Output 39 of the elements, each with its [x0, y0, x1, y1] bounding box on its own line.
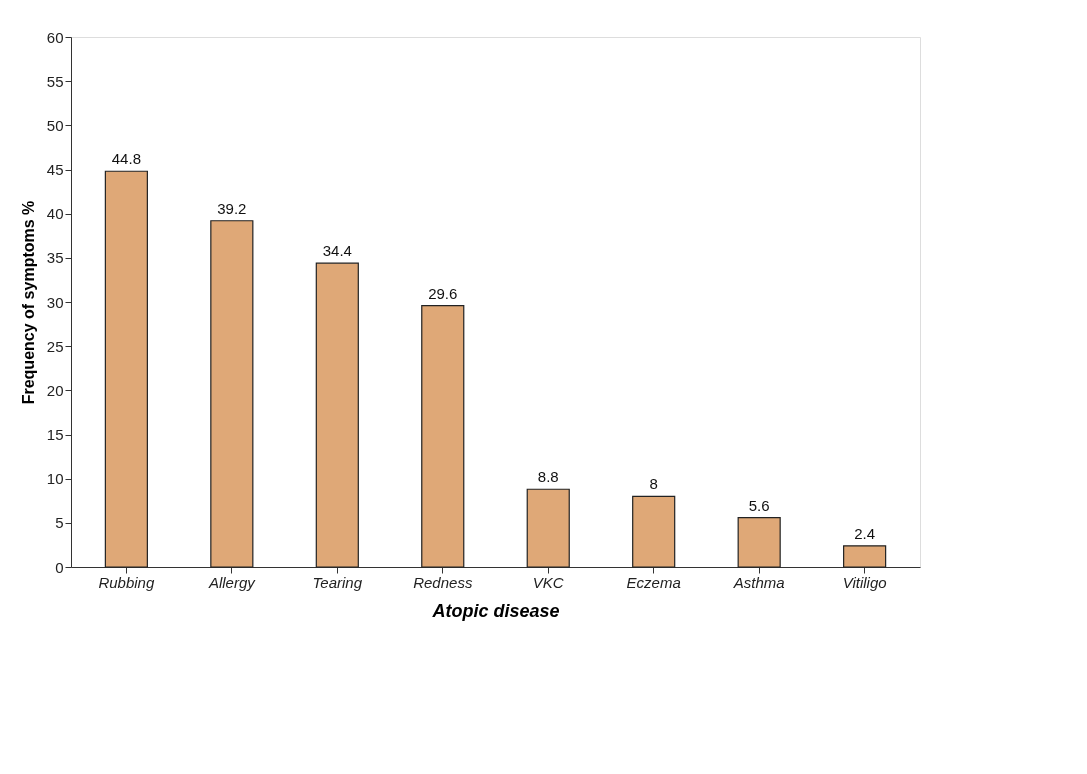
y-tick-label: 25 [46, 337, 64, 355]
y-tick-label: 10 [46, 470, 64, 488]
data-label: 39.2 [217, 199, 247, 217]
x-tick-label: Rubbing [98, 573, 155, 591]
data-label: 34.4 [322, 242, 352, 260]
x-tick-label: Eczema [626, 573, 681, 591]
bar [632, 495, 676, 568]
x-tick-label: Asthma [732, 573, 785, 591]
y-tick-label: 35 [46, 249, 64, 267]
data-label: 8 [649, 475, 658, 493]
y-axis-title: Frequency of symptoms % [19, 200, 37, 405]
y-tick-label: 5 [55, 514, 64, 532]
bar [526, 488, 570, 568]
bar [421, 304, 465, 568]
y-tick-label: 45 [46, 161, 64, 178]
y-tick-label: 30 [46, 293, 64, 311]
data-label: 29.6 [428, 284, 458, 302]
bar [210, 220, 254, 568]
y-tick-label: 60 [46, 28, 64, 46]
x-tick-label: VKC [532, 573, 564, 591]
bar [315, 262, 359, 568]
x-tick-label: Redness [413, 573, 473, 591]
y-tick-label: 0 [55, 558, 64, 576]
y-tick-label: 50 [46, 116, 64, 134]
y-tick-label: 20 [46, 381, 64, 399]
bar [737, 516, 781, 568]
y-tick-label: 40 [46, 205, 64, 223]
x-axis-title: Atopic disease [431, 600, 560, 621]
data-label: 2.4 [854, 524, 876, 542]
data-label: 5.6 [748, 496, 770, 514]
y-tick-label: 55 [46, 72, 64, 90]
data-label: 8.8 [537, 468, 559, 486]
x-tick-label: Tearing [312, 573, 363, 591]
x-tick-label: Allergy [207, 573, 257, 591]
x-tick-label: Vitiligo [842, 573, 887, 591]
bar [843, 545, 887, 568]
bar [104, 170, 148, 568]
y-tick-label: 15 [46, 426, 64, 443]
data-label: 44.8 [111, 150, 141, 168]
